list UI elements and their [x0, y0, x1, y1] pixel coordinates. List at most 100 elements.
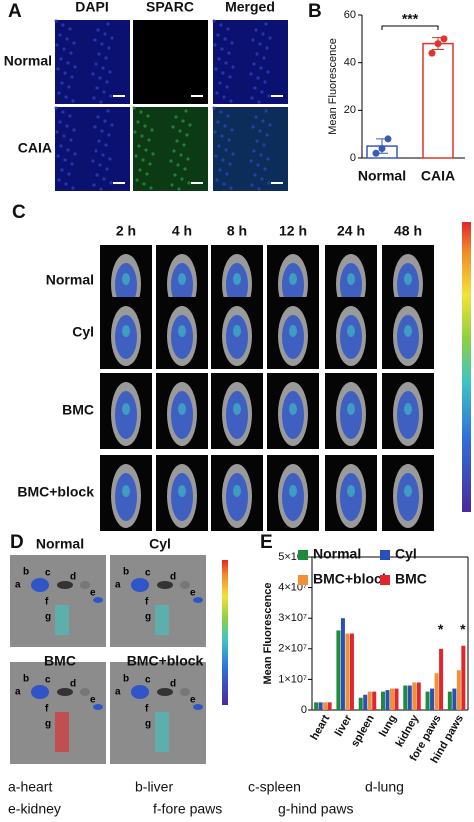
- micrograph-texture: [145, 172, 149, 176]
- micrograph-texture: [267, 181, 271, 185]
- micrograph-texture: [212, 19, 216, 23]
- bar: [385, 690, 390, 710]
- micrograph-texture: [97, 52, 101, 56]
- micrograph-texture: [229, 186, 233, 190]
- bar: [456, 670, 461, 710]
- micrograph-texture: [94, 62, 98, 66]
- micrograph-texture: [226, 114, 230, 118]
- micrograph-texture: [69, 51, 73, 55]
- micrograph-texture: [101, 153, 105, 157]
- bar: [323, 702, 328, 710]
- signal-hot: [347, 403, 355, 415]
- micrograph-texture: [133, 130, 137, 134]
- bar: [447, 691, 452, 710]
- micrograph-texture: [251, 125, 255, 129]
- micrograph-texture: [73, 152, 77, 156]
- micrograph-texture: [146, 114, 150, 118]
- micrograph-texture: [71, 99, 75, 103]
- bar: [439, 648, 444, 710]
- signal-hot: [178, 273, 186, 285]
- group-label: Normal: [36, 536, 84, 552]
- organ: [93, 704, 103, 710]
- signal-hot: [347, 325, 355, 337]
- micrograph-texture: [105, 167, 109, 171]
- micrograph-texture: [108, 70, 112, 74]
- signal-hot: [404, 273, 412, 285]
- organ: [180, 581, 190, 589]
- micrograph-texture: [181, 119, 185, 123]
- organ-legend: g-hind paws: [278, 801, 354, 817]
- organ: [31, 685, 49, 699]
- signal-hot: [122, 485, 130, 497]
- micrograph-texture: [219, 23, 223, 27]
- micrograph-texture: [250, 96, 254, 100]
- y-tick-label: 2×10⁷: [278, 643, 307, 655]
- micrograph-texture: [62, 134, 66, 138]
- bar: [363, 694, 368, 710]
- micrograph-texture: [143, 124, 147, 128]
- micrograph-texture: [95, 173, 99, 177]
- micrograph-texture: [257, 187, 261, 191]
- data-point: [378, 144, 386, 152]
- x-tick-label: liver: [333, 712, 355, 738]
- micrograph-texture: [104, 143, 108, 147]
- micrograph-texture: [218, 168, 222, 172]
- bar: [336, 630, 341, 710]
- significance: *: [460, 621, 466, 637]
- micrograph-texture: [217, 57, 221, 61]
- micrograph-texture: [224, 61, 228, 65]
- micrograph-texture: [99, 100, 103, 104]
- data-point: [434, 40, 442, 48]
- micrograph-texture: [110, 36, 114, 40]
- micrograph-texture: [67, 85, 71, 89]
- y-tick-label: 60: [344, 9, 356, 21]
- legend-swatch: [298, 550, 308, 560]
- organ: [80, 688, 90, 696]
- micrograph-texture: [138, 168, 142, 172]
- bar: [372, 691, 377, 710]
- micrograph-texture: [132, 106, 136, 110]
- group-label: BMC+block: [127, 653, 204, 669]
- micrograph-texture: [253, 86, 257, 90]
- micrograph-texture: [218, 81, 222, 85]
- micrograph-texture: [134, 154, 138, 158]
- micrograph: [55, 107, 130, 191]
- micrograph-texture: [252, 149, 256, 153]
- micrograph-texture: [55, 130, 59, 134]
- micrograph-texture: [251, 38, 255, 42]
- organ-letter: b: [123, 567, 129, 578]
- organ-letter: g: [45, 719, 51, 730]
- micrograph-texture: [71, 186, 75, 190]
- micrograph-texture: [137, 144, 141, 148]
- micrograph-texture: [265, 133, 269, 137]
- row-label: Normal: [46, 272, 94, 288]
- micrograph-texture: [70, 162, 74, 166]
- micrograph-texture: [68, 27, 72, 31]
- micrograph-texture: [230, 41, 234, 45]
- paws: [155, 605, 169, 635]
- bar: [412, 682, 417, 710]
- micrograph-texture: [70, 75, 74, 79]
- micrograph-texture: [63, 158, 67, 162]
- row-label: BMC: [62, 402, 94, 418]
- organ-letter: b: [123, 674, 129, 685]
- micrograph-texture: [256, 163, 260, 167]
- organ-letter: d: [70, 679, 76, 690]
- organ-letter: e: [90, 695, 96, 706]
- micrograph-texture: [58, 33, 62, 37]
- micrograph-texture: [219, 110, 223, 114]
- column-header: SPARC: [146, 0, 194, 15]
- micrograph-texture: [188, 123, 192, 127]
- signal-hot: [289, 403, 297, 415]
- micrograph-texture: [262, 143, 266, 147]
- panel-label: A: [8, 1, 22, 22]
- micrograph: [133, 20, 208, 104]
- color-bar: [222, 560, 228, 705]
- micrograph-texture: [170, 183, 174, 187]
- micrograph-texture: [60, 168, 64, 172]
- organ-letter: c: [145, 675, 151, 686]
- micrograph-texture: [255, 139, 259, 143]
- micrograph-texture: [267, 94, 271, 98]
- micrograph-texture: [254, 28, 258, 32]
- micrograph-texture: [231, 152, 235, 156]
